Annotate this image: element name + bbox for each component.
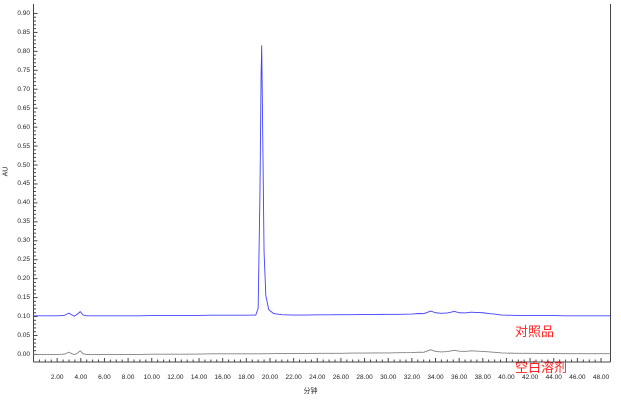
y-axis-tick-label: 0.80 [17,47,30,55]
y-axis-tick-label: 0.15 [17,294,30,302]
x-axis-tick-label: 14.00 [190,374,208,381]
y-axis-tick-label: 0.75 [17,66,30,74]
x-axis-tick-label: 18.00 [238,374,255,381]
x-axis-tick-label: 12.00 [167,374,184,381]
axis-lines [33,4,611,363]
trace-group [33,45,611,356]
y-axis-tick-label: 0.45 [17,180,30,188]
y-axis-tick-label: 0.70 [17,85,30,93]
y-axis-tick-label: 0.00 [17,350,30,358]
x-axis-tick-label: 8.00 [121,374,135,381]
x-axis-tick-label: 48.00 [592,374,610,381]
x-axis-ticks [33,358,602,362]
y-axis-tick-label: 0.55 [17,142,30,150]
x-axis-tick-label: 4.00 [74,374,88,381]
y-axis-tick-label: 0.25 [17,256,30,264]
y-axis-tick-label: 0.35 [17,218,30,226]
y-axis-tick-label: 0.10 [17,313,30,321]
x-axis-tick-label: 10.00 [143,374,160,381]
x-axis-tick-label: 24.00 [309,374,326,381]
x-axis-tick-label: 38.00 [474,374,491,381]
x-axis-tick-label: 16.00 [214,374,231,381]
y-axis-tick-label: 0.65 [17,104,30,112]
series-label-reference: 对照品 [515,325,555,340]
x-axis-tick-label: 36.00 [451,374,468,381]
x-axis-tick-label: 46.00 [569,374,586,381]
x-axis-tick-label: 22.00 [285,374,302,381]
y-axis-tick-label: 0.50 [17,161,30,169]
y-axis-tick-label: 0.90 [17,9,30,17]
x-axis-tick-label: 28.00 [356,374,373,381]
x-axis-tick-label: 6.00 [98,374,111,381]
y-axis-ticks [33,12,38,355]
y-axis-tick-label: 0.20 [17,275,30,283]
x-axis-tick-label: 40.00 [498,374,515,381]
x-axis-tick-label: 42.00 [521,374,539,381]
y-axis-tick-label: 0.60 [17,123,30,131]
series-label-blank: 空白溶剂 [515,361,568,376]
trace-reference [33,45,611,317]
x-axis-tick-label: 20.00 [261,374,279,381]
y-axis-tick-label: 0.40 [17,199,30,207]
x-axis-tick-label: 32.00 [403,374,420,381]
y-axis-tick-label: 0.85 [17,28,30,36]
x-axis-title: 分钟 [303,388,318,395]
x-axis-tick-label: 34.00 [427,374,444,381]
x-axis-tick-label: 44.00 [545,374,562,381]
y-axis-tick-label: 0.30 [17,237,30,245]
trace-blank [33,349,611,356]
y-axis-tick-label: 0.05 [17,331,30,339]
x-axis-tick-label: 30.00 [380,374,397,381]
x-axis-tick-label: 2.00 [50,374,64,381]
y-axis-title: AU [2,166,10,177]
x-axis-tick-label: 26.00 [332,374,350,381]
